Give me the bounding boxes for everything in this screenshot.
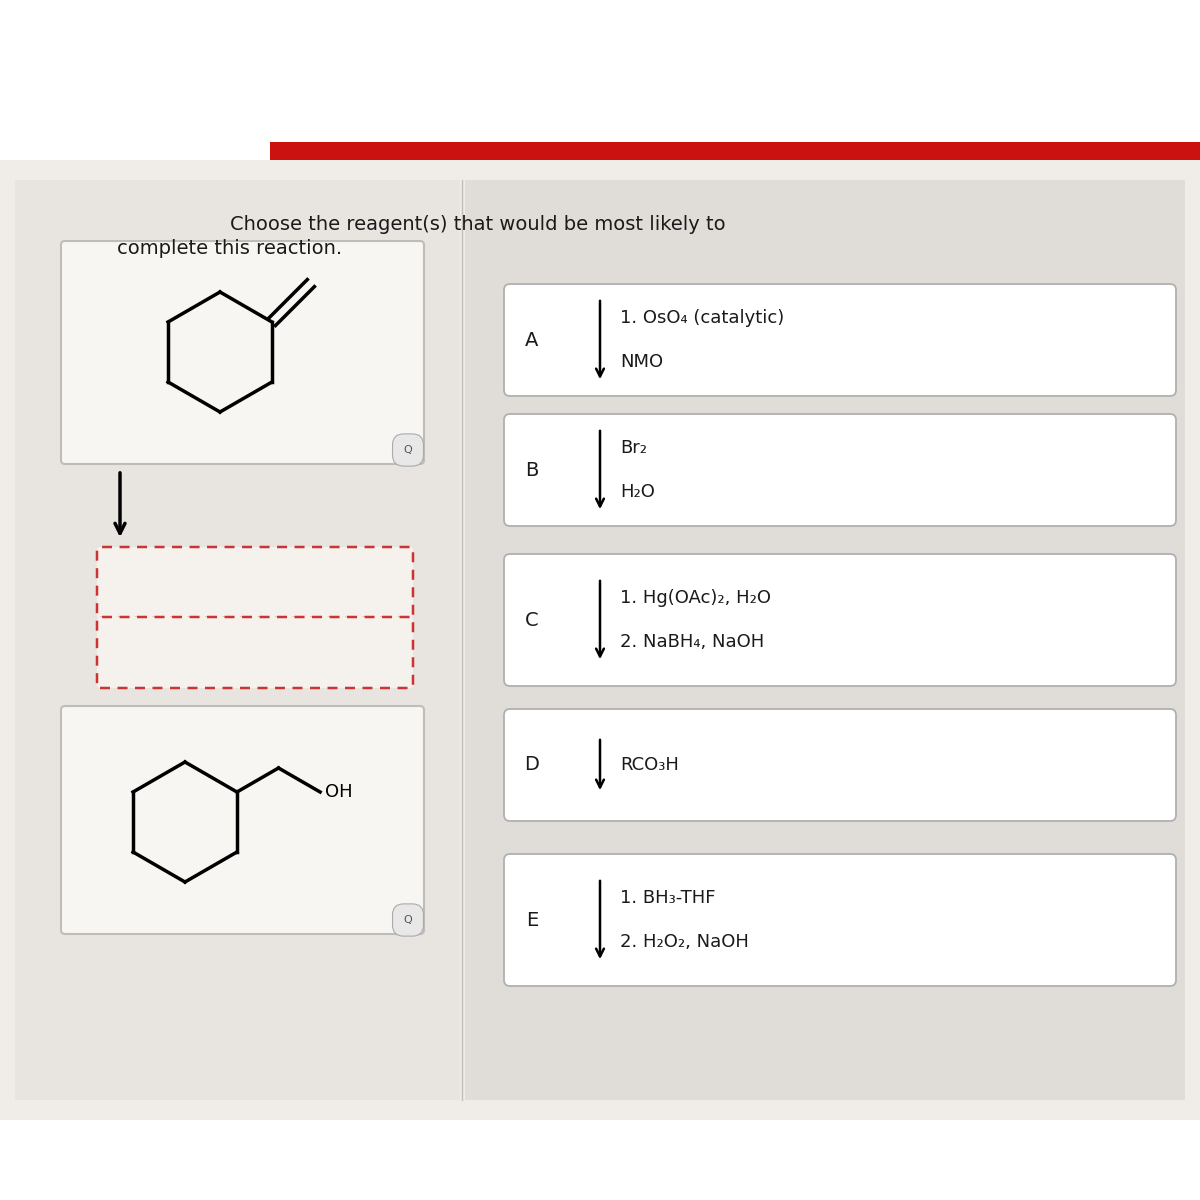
Text: B: B [526, 461, 539, 480]
Text: 1. Hg(OAc)₂, H₂O: 1. Hg(OAc)₂, H₂O [620, 589, 772, 607]
Text: RCO₃H: RCO₃H [620, 756, 679, 774]
FancyBboxPatch shape [504, 554, 1176, 686]
FancyBboxPatch shape [97, 617, 413, 688]
FancyBboxPatch shape [14, 180, 460, 1100]
Text: NMO: NMO [620, 353, 664, 371]
Text: 1. BH₃-THF: 1. BH₃-THF [620, 889, 715, 907]
Text: C: C [526, 611, 539, 630]
FancyBboxPatch shape [504, 414, 1176, 526]
Text: A: A [526, 330, 539, 349]
Text: E: E [526, 911, 538, 930]
FancyBboxPatch shape [0, 0, 1200, 160]
FancyBboxPatch shape [61, 241, 424, 464]
FancyBboxPatch shape [97, 547, 413, 618]
FancyBboxPatch shape [270, 142, 1200, 160]
Text: 1. OsO₄ (catalytic): 1. OsO₄ (catalytic) [620, 308, 785, 326]
Text: Br₂: Br₂ [620, 439, 647, 457]
Text: Choose the reagent(s) that would be most likely to: Choose the reagent(s) that would be most… [230, 216, 726, 234]
Text: Q: Q [403, 914, 413, 925]
FancyBboxPatch shape [504, 284, 1176, 396]
Text: complete this reaction.: complete this reaction. [118, 239, 342, 258]
Text: OH: OH [325, 782, 353, 802]
FancyBboxPatch shape [504, 854, 1176, 986]
Text: 2. H₂O₂, NaOH: 2. H₂O₂, NaOH [620, 934, 749, 950]
Text: 2. NaBH₄, NaOH: 2. NaBH₄, NaOH [620, 634, 764, 650]
Text: D: D [524, 756, 540, 774]
FancyBboxPatch shape [0, 140, 1200, 1120]
FancyBboxPatch shape [466, 180, 1186, 1100]
FancyBboxPatch shape [61, 706, 424, 934]
FancyBboxPatch shape [504, 709, 1176, 821]
Text: H₂O: H₂O [620, 482, 655, 502]
Text: Q: Q [403, 445, 413, 455]
